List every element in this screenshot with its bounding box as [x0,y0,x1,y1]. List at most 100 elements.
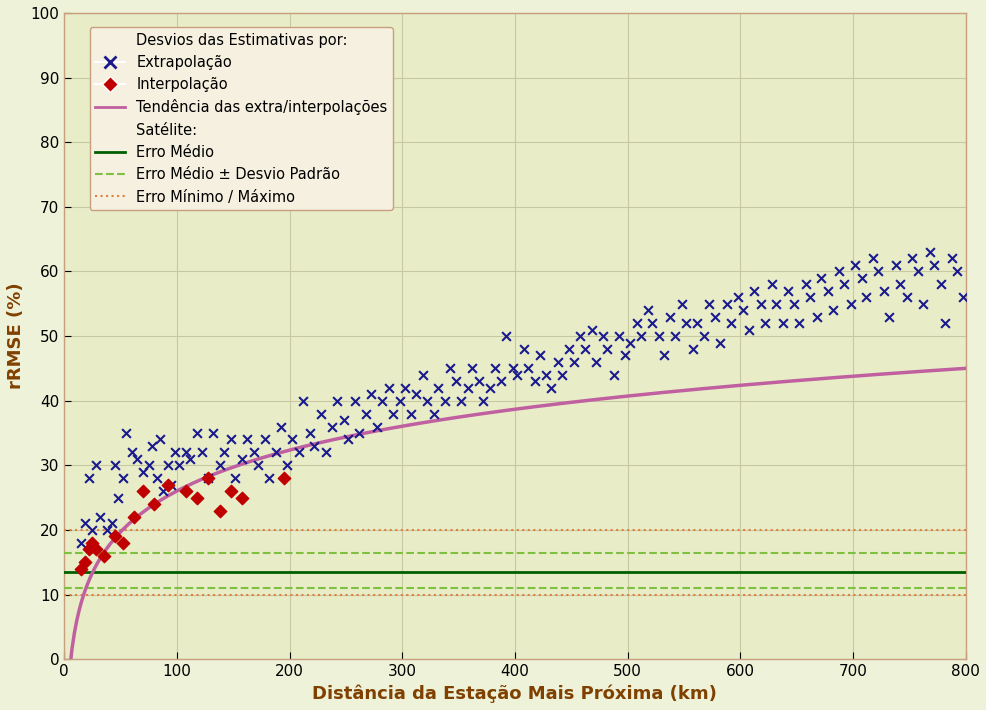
Point [865,253,880,264]
Point [106,530,122,542]
Point [516,344,531,355]
Point [734,305,749,316]
Point [797,278,812,290]
Point [887,259,903,271]
Point [212,459,228,471]
Point [853,272,869,283]
Point [88,544,104,555]
Point [110,492,126,503]
Point [655,350,670,361]
Point [81,544,97,555]
Point [819,285,835,297]
Y-axis label: rRMSE (%): rRMSE (%) [7,283,25,389]
Point [695,330,711,342]
Point [824,305,840,316]
Point [745,285,761,297]
Point [167,447,182,458]
Point [146,498,162,510]
Point [617,350,633,361]
Point [129,453,145,464]
Point [932,278,948,290]
Point [561,344,577,355]
Point [628,317,644,329]
Point [363,388,379,400]
Point [673,298,689,310]
Point [498,330,514,342]
Point [324,421,340,432]
Point [644,317,660,329]
Point [677,317,693,329]
Point [768,298,784,310]
Point [740,324,756,335]
Point [830,266,846,277]
Point [77,518,93,529]
Point [898,292,914,303]
Point [470,376,486,387]
Point [504,363,520,374]
Point [441,363,457,374]
Point [599,344,614,355]
Point [459,382,475,393]
Point [77,557,93,568]
Point [223,486,239,497]
Point [141,459,157,471]
Point [448,376,463,387]
Point [542,382,558,393]
Point [891,278,907,290]
Point [223,434,239,445]
Point [903,253,919,264]
Point [651,330,667,342]
Point [779,285,795,297]
Point [385,408,400,420]
Point [351,427,367,439]
Point [96,550,111,562]
Point [463,363,479,374]
Point [802,292,817,303]
Point [149,473,165,484]
Point [193,447,209,458]
Point [948,266,963,277]
Point [73,537,89,549]
Point [246,447,261,458]
Point [595,330,610,342]
Point [588,356,603,368]
Point [482,382,498,393]
Point [295,395,311,406]
Point [124,447,140,458]
Point [403,408,419,420]
Point [182,453,198,464]
Point [85,537,101,549]
Point [909,266,925,277]
Point [937,317,952,329]
Point [914,298,930,310]
Point [391,395,407,406]
Point [272,421,288,432]
X-axis label: Distância da Estação Mais Próxima (km): Distância da Estação Mais Próxima (km) [313,684,717,703]
Point [662,311,677,322]
Point [549,356,565,368]
Point [576,344,592,355]
Point [407,388,423,400]
Point [335,415,351,426]
Point [358,408,374,420]
Point [81,473,97,484]
Point [200,473,216,484]
Point [144,440,160,452]
Point [177,486,193,497]
Point [347,395,363,406]
Point [374,395,389,406]
Point [437,395,453,406]
Point [763,278,779,290]
Point [610,330,626,342]
Point [328,395,344,406]
Point [700,298,716,310]
Point [256,434,272,445]
Point [430,382,446,393]
Point [152,434,168,445]
Point [509,369,525,381]
Point [135,466,151,477]
Point [164,479,179,491]
Point [216,447,232,458]
Point [730,292,745,303]
Point [239,434,254,445]
